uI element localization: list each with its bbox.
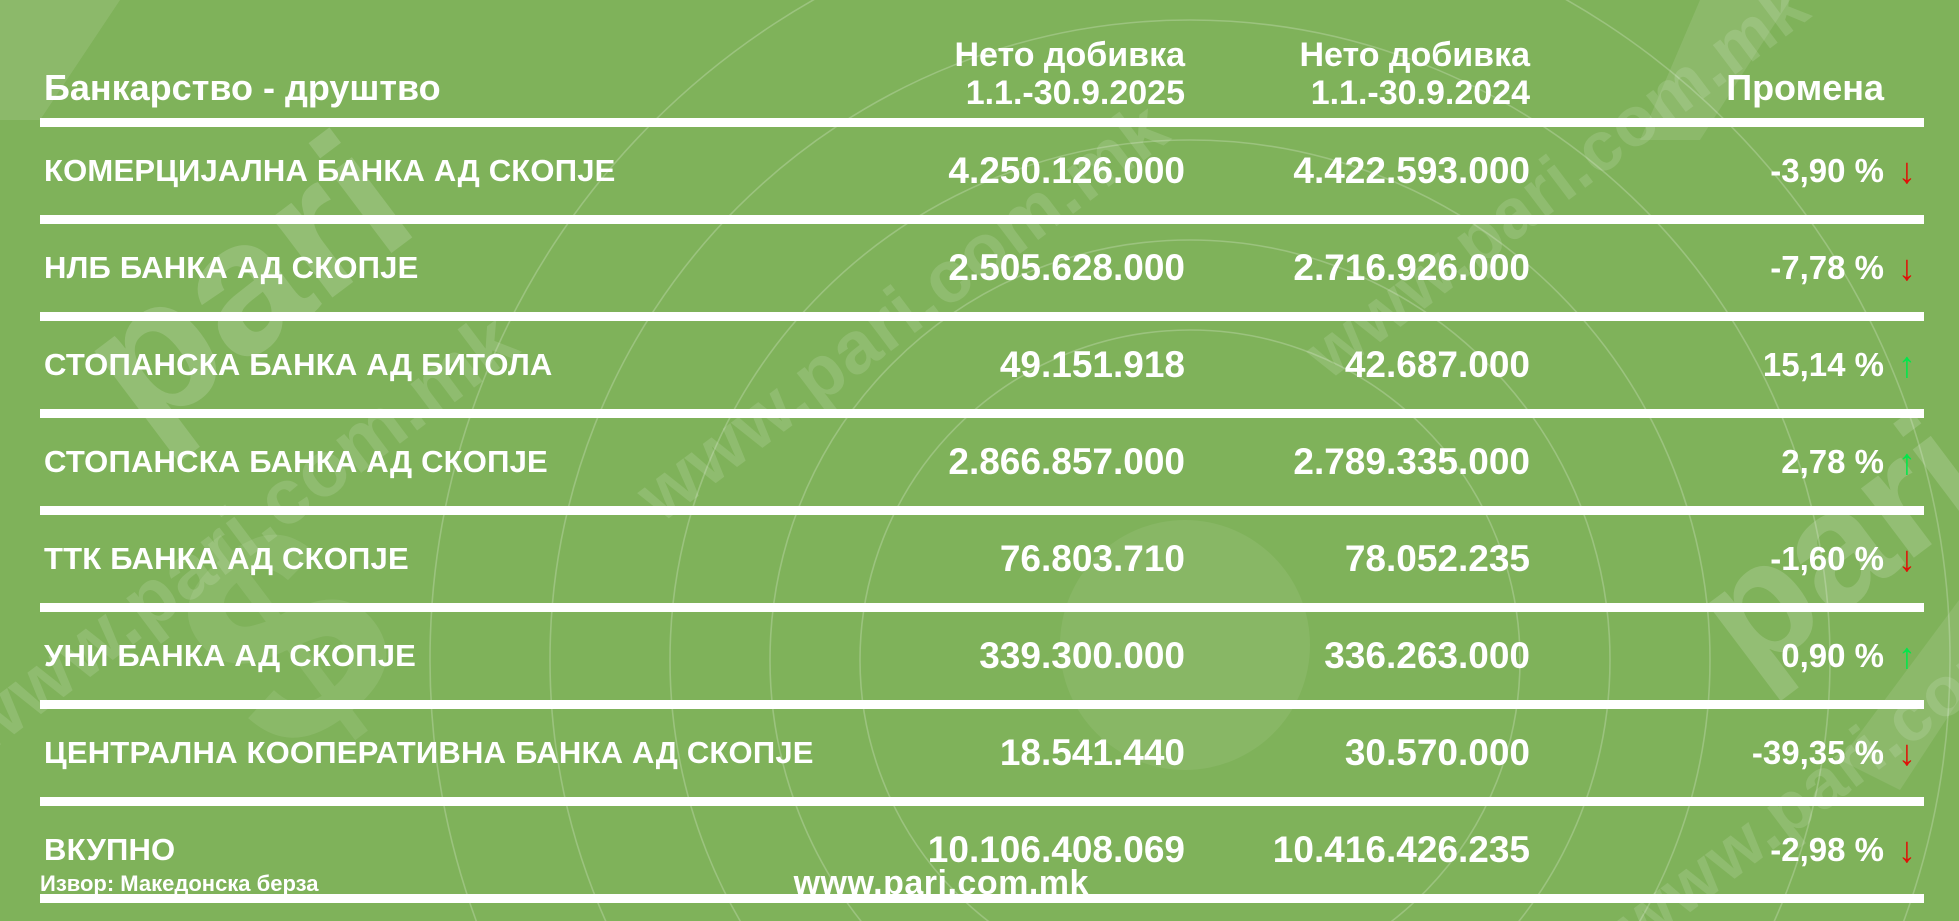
column-header-2025-line2: 1.1.-30.9.2025 [965,74,1185,112]
site-url[interactable]: www.pari.com.mk [793,864,1089,902]
spacer [40,494,1924,506]
divider-row-7 [40,797,1924,806]
spacer [40,591,1924,603]
spacer [40,127,1924,139]
cell-change: -39,35 % ↓ [1530,734,1924,772]
spacer [40,397,1924,409]
column-header-2024-line2: 1.1.-30.9.2024 [1310,74,1530,112]
cell-total-2025: 10.106.408.069 [927,829,1185,870]
spacer [40,688,1924,700]
cell-bank-name: УНИ БАНКА АД СКОПЈЕ [44,638,417,673]
cell-bank-name: НЛБ БАНКА АД СКОПЈЕ [44,250,419,285]
arrow-up-icon: ↑ [1898,635,1916,676]
arrow-up-icon: ↑ [1898,344,1916,385]
change-value: 2,78 % [1781,443,1884,480]
cell-value-2025: 2.505.628.000 [948,247,1185,288]
cell-value-2024: 2.789.335.000 [1293,441,1530,482]
cell-bank-name: СТОПАНСКА БАНКА АД БИТОЛА [44,347,553,382]
cell-change: 0,90 % ↑ [1530,637,1924,675]
change-value: -3,90 % [1770,152,1884,189]
cell-value-2024: 4.422.593.000 [1293,150,1530,191]
cell-value-2024: 42.687.000 [1344,344,1530,385]
cell-total-2024: 10.416.426.235 [1272,829,1530,870]
cell-change: 2,78 % ↑ [1530,443,1924,481]
cell-value-2024: 336.263.000 [1324,635,1530,676]
cell-value-2025: 4.250.126.000 [948,150,1185,191]
table-row: КОМЕРЦИЈАЛНА БАНКА АД СКОПЈЕ 4.250.126.0… [40,139,1924,203]
cell-bank-name: СТОПАНСКА БАНКА АД СКОПЈЕ [44,444,548,479]
table-row: СТОПАНСКА БАНКА АД БИТОЛА 49.151.918 42.… [40,333,1924,397]
table-row: ЦЕНТРАЛНА КООПЕРАТИВНА БАНКА АД СКОПЈЕ 1… [40,721,1924,785]
cell-total-change: -2,98 % ↓ [1530,831,1924,869]
column-header-net-profit-2025: Нето добивка 1.1.-30.9.2025 [840,36,1185,112]
table-header-row: Банкарство - друштво Нето добивка 1.1.-3… [40,0,1924,118]
spacer [40,785,1924,797]
divider-header [40,118,1924,127]
change-value: -1,60 % [1770,540,1884,577]
cell-change: -1,60 % ↓ [1530,540,1924,578]
cell-bank-name: ТТК БАНКА АД СКОПЈЕ [44,541,409,576]
arrow-down-icon: ↓ [1898,538,1916,579]
change-value: -7,78 % [1770,249,1884,286]
divider-total [40,894,1924,903]
spacer [40,203,1924,215]
cell-value-2024: 2.716.926.000 [1293,247,1530,288]
column-header-change: Промена [1530,66,1924,112]
cell-change: 15,14 % ↑ [1530,346,1924,384]
arrow-down-icon: ↓ [1898,247,1916,288]
cell-value-2024: 30.570.000 [1344,732,1530,773]
column-header-2025-line1: Нето добивка [954,36,1185,74]
arrow-up-icon: ↑ [1898,441,1916,482]
source-label: Извор: Македонска берза [40,870,319,896]
change-value: 15,14 % [1762,346,1884,383]
spacer [40,418,1924,430]
bank-profit-table: Банкарство - друштво Нето добивка 1.1.-3… [40,0,1924,921]
cell-change: -3,90 % ↓ [1530,152,1924,190]
divider-row-4 [40,506,1924,515]
cell-value-2025: 18.541.440 [999,732,1185,773]
change-value: 0,90 % [1781,637,1884,674]
cell-bank-name: ЦЕНТРАЛНА КООПЕРАТИВНА БАНКА АД СКОПЈЕ [44,735,814,770]
table-row: ТТК БАНКА АД СКОПЈЕ 76.803.710 78.052.23… [40,527,1924,591]
cell-value-2025: 76.803.710 [999,538,1185,579]
column-header-net-profit-2024: Нето добивка 1.1.-30.9.2024 [1185,36,1530,112]
column-header-change-label: Промена [1726,67,1884,108]
spacer [40,709,1924,721]
cell-change: -7,78 % ↓ [1530,249,1924,287]
column-header-bank-name: Банкарство - друштво [44,67,441,108]
spacer [40,806,1924,818]
change-value: -2,98 % [1770,831,1884,868]
cell-value-2025: 339.300.000 [979,635,1185,676]
arrow-down-icon: ↓ [1898,829,1916,870]
change-value: -39,35 % [1751,734,1884,771]
spacer [40,612,1924,624]
divider-row-2 [40,312,1924,321]
divider-row-1 [40,215,1924,224]
arrow-down-icon: ↓ [1898,732,1916,773]
divider-row-3 [40,409,1924,418]
footer: Извор: Македонска берза www.pari.com.mk [40,864,1924,903]
table-total-row: ВКУПНО 10.106.408.069 10.416.426.235 -2,… [40,818,1924,882]
spacer [40,515,1924,527]
cell-total-label: ВКУПНО [44,832,176,867]
divider-row-6 [40,700,1924,709]
spacer [40,224,1924,236]
table-row: УНИ БАНКА АД СКОПЈЕ 339.300.000 336.263.… [40,624,1924,688]
column-header-2024-line1: Нето добивка [1299,36,1530,74]
table-row: НЛБ БАНКА АД СКОПЈЕ 2.505.628.000 2.716.… [40,236,1924,300]
cell-bank-name: КОМЕРЦИЈАЛНА БАНКА АД СКОПЈЕ [44,153,616,188]
cell-value-2025: 49.151.918 [999,344,1185,385]
arrow-down-icon: ↓ [1898,150,1916,191]
divider-row-5 [40,603,1924,612]
table-row: СТОПАНСКА БАНКА АД СКОПЈЕ 2.866.857.000 … [40,430,1924,494]
spacer [40,300,1924,312]
spacer [40,321,1924,333]
cell-value-2025: 2.866.857.000 [948,441,1185,482]
cell-value-2024: 78.052.235 [1344,538,1530,579]
